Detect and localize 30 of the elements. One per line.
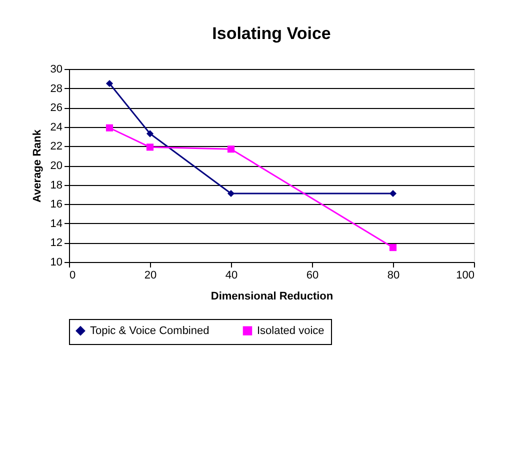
x-tick-label: 40 <box>225 270 238 282</box>
point <box>106 80 114 88</box>
point <box>389 190 397 198</box>
point <box>146 130 154 138</box>
x-tick-label: 0 <box>70 270 76 282</box>
y-tick-label: 12 <box>50 237 62 250</box>
x-tick-label: 100 <box>456 270 474 282</box>
y-tick-label: 26 <box>50 102 62 114</box>
point <box>146 144 154 151</box>
chart-title: Isolating Voice <box>212 24 331 43</box>
y-tick-label: 24 <box>50 121 62 134</box>
y-tick-label: 22 <box>50 140 62 153</box>
y-axis-title: Average Rank <box>31 128 44 202</box>
y-tick-label: 18 <box>50 179 62 192</box>
legend-label: Topic & Voice Combined <box>90 324 210 337</box>
x-tick-label: 60 <box>306 270 319 282</box>
y-tick-label: 16 <box>50 198 62 211</box>
y-tick-label: 20 <box>50 160 62 172</box>
legend-label: Isolated voice <box>257 324 324 337</box>
y-tick-label: 28 <box>50 82 62 95</box>
x-axis-title: Dimensional Reduction <box>210 290 334 302</box>
x-tick-label: 80 <box>387 270 400 282</box>
y-tick-label: 10 <box>50 256 62 268</box>
point <box>389 244 397 252</box>
point <box>227 146 235 153</box>
x-tick-label: 20 <box>144 270 157 282</box>
y-tick-label: 14 <box>50 218 62 230</box>
point <box>227 190 235 198</box>
point <box>106 124 114 132</box>
y-tick-label: 30 <box>50 64 62 76</box>
